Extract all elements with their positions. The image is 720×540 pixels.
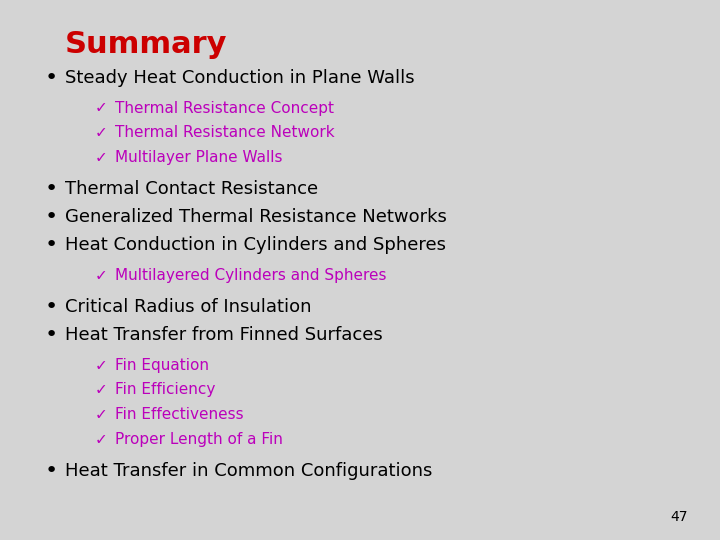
Text: Thermal Resistance Concept: Thermal Resistance Concept	[115, 100, 334, 116]
Text: ✓: ✓	[95, 125, 108, 140]
Text: ✓: ✓	[95, 407, 108, 422]
Text: ✓: ✓	[95, 382, 108, 397]
Text: ✓: ✓	[95, 150, 108, 165]
Text: Thermal Resistance Network: Thermal Resistance Network	[115, 125, 335, 140]
Text: ✓: ✓	[95, 100, 108, 116]
Text: Thermal Contact Resistance: Thermal Contact Resistance	[65, 180, 318, 198]
Text: Multilayered Cylinders and Spheres: Multilayered Cylinders and Spheres	[115, 268, 387, 283]
Text: Heat Transfer from Finned Surfaces: Heat Transfer from Finned Surfaces	[65, 326, 382, 344]
Text: •: •	[45, 207, 58, 227]
Text: Fin Efficiency: Fin Efficiency	[115, 382, 215, 397]
Text: •: •	[45, 296, 58, 317]
Text: Critical Radius of Insulation: Critical Radius of Insulation	[65, 298, 311, 316]
Text: Proper Length of a Fin: Proper Length of a Fin	[115, 432, 283, 447]
Text: •: •	[45, 68, 58, 89]
Text: Heat Conduction in Cylinders and Spheres: Heat Conduction in Cylinders and Spheres	[65, 236, 446, 254]
Text: •: •	[45, 461, 58, 481]
Text: Summary: Summary	[65, 30, 228, 59]
Text: Fin Effectiveness: Fin Effectiveness	[115, 407, 244, 422]
Text: ✓: ✓	[95, 357, 108, 373]
Text: •: •	[45, 235, 58, 255]
Text: Heat Transfer in Common Configurations: Heat Transfer in Common Configurations	[65, 462, 432, 480]
Text: Multilayer Plane Walls: Multilayer Plane Walls	[115, 150, 283, 165]
Text: •: •	[45, 179, 58, 199]
Text: Steady Heat Conduction in Plane Walls: Steady Heat Conduction in Plane Walls	[65, 69, 415, 87]
Text: 47: 47	[670, 510, 688, 524]
Text: •: •	[45, 325, 58, 345]
Text: Fin Equation: Fin Equation	[115, 357, 210, 373]
Text: Generalized Thermal Resistance Networks: Generalized Thermal Resistance Networks	[65, 208, 446, 226]
Text: ✓: ✓	[95, 268, 108, 283]
Text: ✓: ✓	[95, 432, 108, 447]
